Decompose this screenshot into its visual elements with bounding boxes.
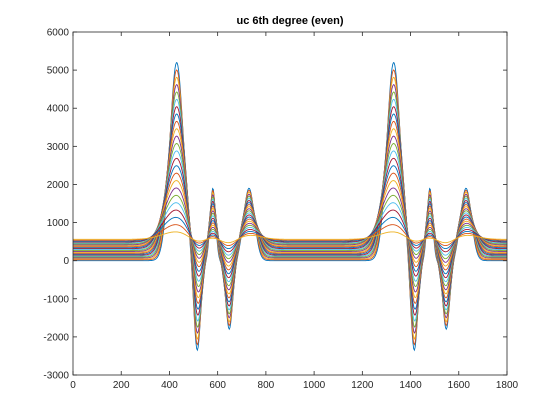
plot-area <box>73 32 507 375</box>
y-tick-label: -2000 <box>43 332 69 343</box>
x-tick-label: 600 <box>209 380 226 391</box>
series-line <box>73 231 507 244</box>
y-tick-label: -1000 <box>43 294 69 305</box>
chart-title: uc 6th degree (even) <box>237 15 344 27</box>
x-axis: 0 200 400 600 800 1000 1200 1400 1600 1800 <box>70 32 519 391</box>
x-tick-label: 400 <box>161 380 178 391</box>
x-tick-label: 0 <box>70 380 76 391</box>
y-tick-label: 3000 <box>47 142 70 153</box>
x-tick-label: 1000 <box>303 380 326 391</box>
y-axis: -3000 -2000 -1000 0 1000 2000 3000 4000 5000 6000 <box>43 28 507 382</box>
y-tick-label: 2000 <box>47 180 70 191</box>
x-tick-label: 1400 <box>399 380 422 391</box>
x-tick-label: 1600 <box>448 380 471 391</box>
series-layer <box>72 61 508 352</box>
x-tick-label: 1800 <box>496 380 519 391</box>
x-tick-label: 200 <box>113 380 130 391</box>
x-tick-label: 1200 <box>351 380 374 391</box>
y-tick-label: 5000 <box>47 66 70 77</box>
x-tick-label: 800 <box>258 380 275 391</box>
y-tick-label: 4000 <box>47 104 70 115</box>
y-tick-label: 0 <box>63 256 69 267</box>
series-line <box>72 216 507 250</box>
axes-box <box>72 31 508 376</box>
y-tick-label: -3000 <box>43 371 69 382</box>
y-tick-label: 1000 <box>47 218 70 229</box>
y-tick-label: 6000 <box>47 28 70 39</box>
